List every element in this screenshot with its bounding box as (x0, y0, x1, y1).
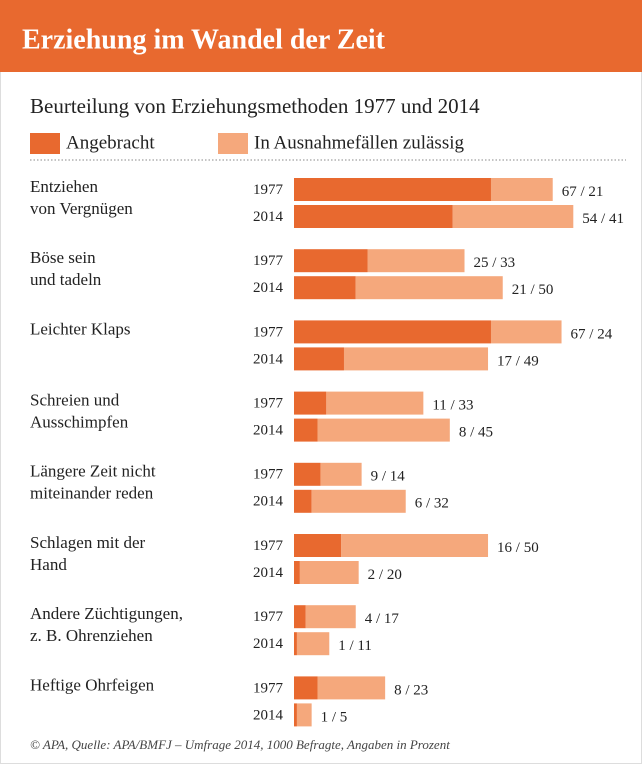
bar-segment (294, 178, 491, 201)
category-label: z. B. Ohrenziehen (30, 626, 153, 645)
bar-segment (341, 534, 489, 557)
bar-segment (294, 632, 297, 656)
year-label: 2014 (253, 280, 284, 296)
value-label: 8 / 45 (459, 425, 493, 441)
legend-swatch (218, 133, 248, 154)
bar-segment (294, 676, 318, 700)
bar-segment (294, 347, 344, 371)
year-label: 2014 (253, 423, 284, 439)
bar-segment (299, 561, 359, 584)
bar-segment (452, 205, 574, 228)
value-label: 9 / 14 (371, 469, 406, 485)
category-label: Entziehen (30, 177, 98, 196)
category-label: Längere Zeit nicht (30, 462, 156, 481)
category-label: miteinander reden (30, 484, 154, 503)
category-label: Leichter Klaps (30, 319, 131, 338)
value-label: 4 / 17 (365, 611, 400, 627)
year-label: 1977 (253, 182, 284, 198)
bar-segment (294, 205, 453, 228)
year-label: 1977 (253, 253, 284, 269)
year-label: 2014 (253, 351, 284, 367)
bar-segment (305, 605, 356, 629)
bar-segment (355, 276, 503, 300)
category-label: Ausschimpfen (30, 413, 129, 432)
bar-segment (294, 703, 297, 727)
year-label: 1977 (253, 538, 284, 554)
value-label: 8 / 23 (394, 682, 428, 698)
value-label: 67 / 24 (571, 326, 613, 342)
chart-title: Erziehung im Wandel der Zeit (22, 24, 386, 55)
bar-segment (320, 462, 362, 486)
bar-segment (294, 534, 342, 557)
value-label: 16 / 50 (497, 540, 539, 556)
bar-segment (490, 178, 553, 201)
year-label: 2014 (253, 636, 284, 652)
value-label: 1 / 11 (338, 638, 372, 654)
bar-segment (296, 703, 312, 727)
legend-swatch (30, 133, 60, 154)
legend-label: Angebracht (66, 132, 155, 153)
value-label: 25 / 33 (474, 255, 516, 271)
value-label: 6 / 32 (415, 496, 449, 512)
value-label: 67 / 21 (562, 184, 604, 200)
category-label: Böse sein (30, 248, 96, 267)
subtitle: Beurteilung von Erziehungsmethoden 1977 … (30, 94, 480, 118)
year-label: 1977 (253, 680, 284, 696)
category-label: Hand (30, 555, 67, 574)
bar-segment (294, 276, 356, 300)
bar-segment (294, 320, 491, 344)
year-label: 2014 (253, 209, 284, 225)
value-label: 2 / 20 (368, 567, 402, 583)
category-label: Andere Züchtigungen, (30, 604, 183, 623)
value-label: 21 / 50 (512, 282, 554, 298)
bar-segment (294, 249, 368, 273)
year-label: 2014 (253, 707, 284, 723)
bar-segment (367, 249, 465, 273)
bar-segment (317, 418, 450, 442)
bar-segment (294, 489, 312, 513)
bar-segment (343, 347, 489, 371)
category-label: Heftige Ohrfeigen (30, 675, 155, 694)
category-label: und tadeln (30, 270, 102, 289)
year-label: 2014 (253, 565, 284, 581)
header (0, 0, 642, 72)
bar-segment (311, 489, 406, 513)
value-label: 17 / 49 (497, 353, 539, 369)
year-label: 1977 (253, 324, 284, 340)
legend-label: In Ausnahmefällen zulässig (254, 132, 465, 153)
bar-segment (317, 676, 386, 700)
value-label: 11 / 33 (432, 398, 473, 414)
year-label: 2014 (253, 494, 284, 510)
year-label: 1977 (253, 396, 284, 412)
value-label: 54 / 41 (582, 211, 624, 227)
bar-segment (326, 391, 424, 415)
year-label: 1977 (253, 609, 284, 625)
category-label: von Vergnügen (30, 199, 133, 218)
bar-segment (294, 391, 327, 415)
value-label: 1 / 5 (321, 709, 348, 725)
source: © APA, Quelle: APA/BMFJ – Umfrage 2014, … (30, 737, 450, 752)
bar-segment (296, 632, 330, 656)
bar-segment (294, 561, 300, 584)
bar-segment (294, 605, 306, 629)
bar-segment (294, 462, 321, 486)
bar-segment (294, 418, 318, 442)
year-label: 1977 (253, 467, 284, 483)
bar-segment (490, 320, 562, 344)
category-label: Schlagen mit der (30, 533, 146, 552)
category-label: Schreien und (30, 391, 120, 410)
